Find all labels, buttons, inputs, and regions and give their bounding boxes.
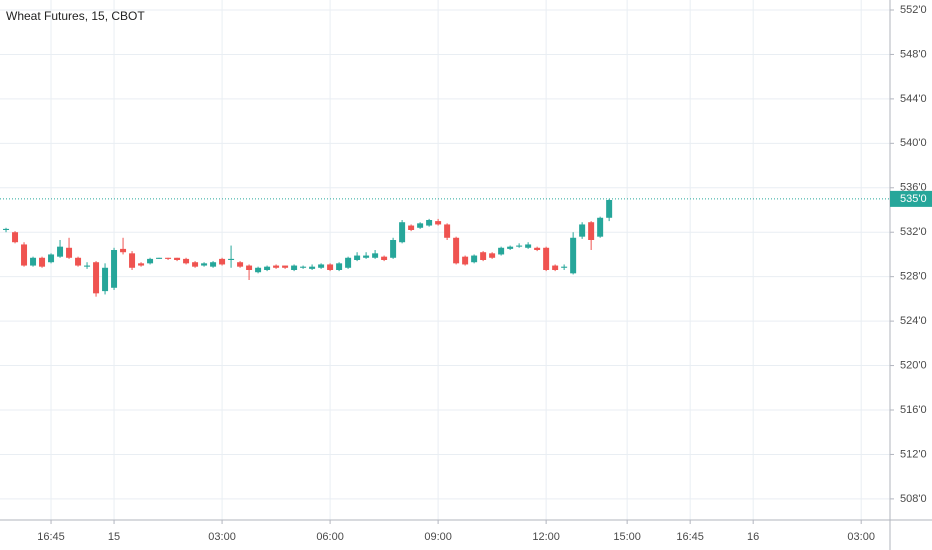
x-tick-label: 09:00 [424, 531, 452, 543]
candle-body [39, 257, 46, 267]
candle-body [129, 253, 136, 268]
x-tick-label: 15:00 [613, 531, 641, 543]
candle-body [426, 220, 433, 226]
candle-body [138, 263, 145, 266]
candle-body [561, 266, 568, 268]
candle-body [147, 258, 154, 264]
x-tick-label: 03:00 [847, 531, 875, 543]
candle-body [228, 258, 235, 260]
candle-body [372, 253, 379, 258]
x-tick-label: 16 [747, 531, 759, 543]
candle-body [273, 265, 280, 268]
candle-body [84, 265, 91, 267]
candle-body [156, 257, 163, 259]
candle-body [417, 223, 424, 228]
candle-body [183, 258, 190, 264]
y-tick-label: 520'0 [900, 359, 927, 371]
candle-body [606, 200, 613, 218]
candle-body [201, 263, 208, 266]
x-tick-label: 12:00 [532, 531, 560, 543]
candle-body [3, 228, 10, 230]
candle-body [57, 246, 64, 257]
candle-body [237, 262, 244, 267]
candle-body [246, 265, 253, 270]
y-tick-label: 552'0 [900, 4, 927, 16]
candle-body [390, 240, 397, 258]
candle-body [300, 266, 307, 268]
candle-body [498, 247, 505, 255]
x-tick-label: 16:45 [676, 531, 704, 543]
last-price-label: 535'0 [900, 193, 927, 205]
candle-body [354, 255, 361, 260]
candle-body [282, 265, 289, 268]
candle-body [507, 246, 514, 249]
candle-body [399, 222, 406, 243]
last-price-box [890, 190, 932, 207]
candle-body [525, 244, 532, 248]
y-tick-label: 512'0 [900, 448, 927, 460]
candle-body [579, 224, 586, 237]
candle-body [12, 232, 19, 243]
candle-body [462, 256, 469, 265]
y-tick-label: 524'0 [900, 315, 927, 327]
candle-body [93, 262, 100, 294]
x-tick-label: 16:45 [37, 531, 65, 543]
candle-body [120, 248, 127, 253]
candle-body [165, 257, 172, 259]
candle-body [318, 264, 325, 268]
candle-body [102, 267, 109, 292]
candle-body [48, 254, 55, 263]
candle-body [471, 255, 478, 263]
candle-body [30, 257, 37, 266]
candle-body [489, 253, 496, 258]
candle-body [534, 247, 541, 250]
candle-body [552, 265, 559, 270]
candle-body [219, 258, 226, 265]
candles [3, 198, 613, 297]
x-tick-label: 15 [108, 531, 120, 543]
candle-body [75, 257, 82, 266]
candle-body [444, 224, 451, 238]
candle-body [516, 245, 523, 247]
candle-body [309, 266, 316, 269]
candle-body [21, 244, 28, 266]
candle-body [111, 250, 118, 288]
candle-body [381, 256, 388, 260]
candle-body [453, 237, 460, 264]
candle-body [327, 264, 334, 270]
candle-body [363, 255, 370, 258]
y-tick-label: 536'0 [900, 182, 927, 194]
candle-body [570, 237, 577, 274]
x-tick-label: 03:00 [208, 531, 236, 543]
candle-body [480, 252, 487, 260]
y-tick-label: 516'0 [900, 404, 927, 416]
candle-body [336, 263, 343, 270]
candle-body [435, 221, 442, 225]
y-tick-label: 544'0 [900, 93, 927, 105]
y-tick-label: 532'0 [900, 226, 927, 238]
candle-body [174, 257, 181, 260]
y-tick-label: 548'0 [900, 48, 927, 60]
candle-body [408, 225, 415, 230]
y-tick-label: 540'0 [900, 137, 927, 149]
y-tick-label: 528'0 [900, 271, 927, 283]
candle-body [210, 262, 217, 267]
candle-body [345, 257, 352, 268]
candle-body [597, 217, 604, 237]
chart-title: Wheat Futures, 15, CBOT [6, 9, 145, 23]
x-tick-label: 06:00 [316, 531, 344, 543]
candle-body [543, 247, 550, 270]
candle-body [66, 247, 73, 258]
y-tick-label: 508'0 [900, 493, 927, 505]
candle-body [255, 267, 262, 273]
candle-body [264, 266, 271, 270]
candle-body [588, 222, 595, 240]
candle-body [291, 265, 298, 270]
candle-body [192, 262, 199, 267]
